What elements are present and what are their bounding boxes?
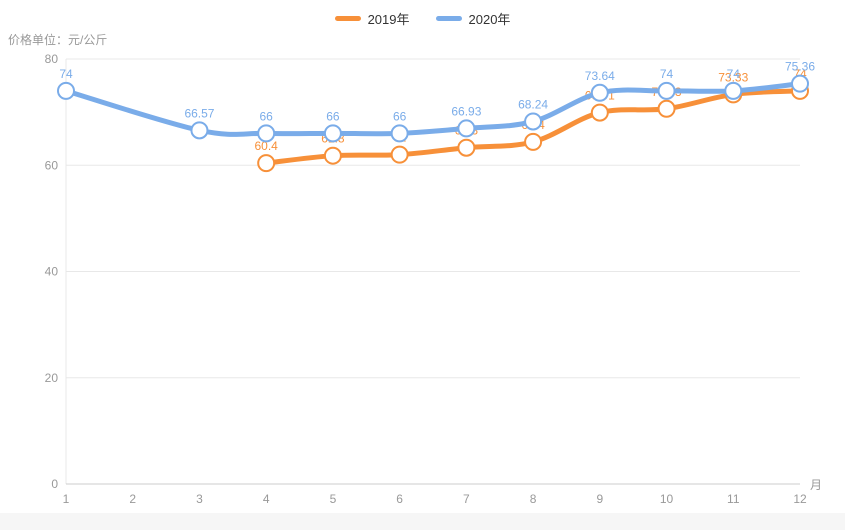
data-point[interactable] bbox=[323, 124, 342, 143]
data-point[interactable] bbox=[257, 154, 276, 173]
data-label: 73.33 bbox=[718, 70, 748, 84]
data-label: 66 bbox=[260, 109, 274, 123]
grid bbox=[65, 58, 800, 485]
x-tick-label: 9 bbox=[596, 492, 603, 506]
data-label: 74 bbox=[660, 67, 674, 81]
data-point[interactable] bbox=[791, 74, 809, 93]
data-label: 74 bbox=[59, 67, 73, 81]
data-point[interactable] bbox=[724, 81, 743, 100]
x-tick-label: 8 bbox=[530, 492, 537, 506]
y-tick-label: 20 bbox=[45, 371, 59, 385]
data-point[interactable] bbox=[57, 81, 75, 100]
data-point[interactable] bbox=[590, 103, 609, 122]
data-point[interactable] bbox=[524, 132, 543, 151]
data-point[interactable] bbox=[524, 112, 543, 131]
data-label: 66 bbox=[326, 109, 340, 123]
legend-swatch-2020 bbox=[435, 16, 462, 21]
x-unit-label: 月 bbox=[810, 478, 822, 492]
x-tick-label: 11 bbox=[727, 492, 740, 506]
x-tick-label: 3 bbox=[196, 492, 203, 506]
legend-label-2019: 2019年 bbox=[367, 12, 410, 27]
page-background-strip bbox=[0, 513, 845, 530]
data-label: 60.4 bbox=[255, 139, 279, 153]
data-point[interactable] bbox=[657, 81, 676, 100]
data-label: 75.36 bbox=[785, 60, 815, 74]
legend-label-2020: 2020年 bbox=[468, 12, 511, 27]
x-tick-label: 5 bbox=[330, 492, 337, 506]
data-label: 68.24 bbox=[518, 97, 548, 111]
data-label: 73.64 bbox=[585, 69, 615, 83]
legend-swatch-2019 bbox=[334, 16, 361, 21]
data-label: 66.93 bbox=[451, 104, 481, 118]
data-point[interactable] bbox=[390, 145, 409, 164]
data-point[interactable] bbox=[457, 138, 476, 157]
x-tick-label: 12 bbox=[793, 492, 807, 506]
data-point[interactable] bbox=[457, 119, 476, 138]
data-label: 74 bbox=[727, 67, 741, 81]
x-tick-label: 10 bbox=[660, 492, 674, 506]
chart-title: 价格单位：元/公斤 bbox=[8, 33, 108, 47]
legend-item-2020[interactable]: 2020年 bbox=[435, 9, 511, 28]
data-point[interactable] bbox=[390, 124, 409, 143]
data-point[interactable] bbox=[323, 146, 342, 165]
series-2020-line bbox=[63, 81, 803, 137]
legend-item-2019[interactable]: 2019年 bbox=[334, 9, 410, 28]
data-point[interactable] bbox=[190, 121, 209, 140]
x-tick-label: 6 bbox=[396, 492, 403, 506]
x-tick-label: 7 bbox=[463, 492, 470, 506]
data-label: 66.57 bbox=[184, 106, 214, 120]
series-2020-labels: 74 66.57 66 66 66 66.93 68.24 73.64 74 74 75.36 bbox=[59, 60, 815, 124]
x-tick-label: 2 bbox=[129, 492, 136, 506]
legend: 2019年 2020年 bbox=[0, 9, 845, 28]
x-tick-label: 1 bbox=[63, 492, 70, 506]
data-point[interactable] bbox=[657, 99, 676, 118]
series-2020: 74 66.57 66 66 66 66.93 68.24 73.64 74 74 75.36 bbox=[57, 60, 815, 143]
x-tick-label: 4 bbox=[263, 492, 270, 506]
data-point[interactable] bbox=[257, 124, 276, 143]
y-tick-label: 40 bbox=[45, 265, 59, 279]
y-tick-label: 80 bbox=[45, 52, 59, 66]
data-point[interactable] bbox=[590, 83, 609, 102]
data-label: 66 bbox=[393, 109, 407, 123]
y-tick-label: 0 bbox=[51, 477, 58, 491]
y-tick-label: 60 bbox=[45, 158, 59, 172]
